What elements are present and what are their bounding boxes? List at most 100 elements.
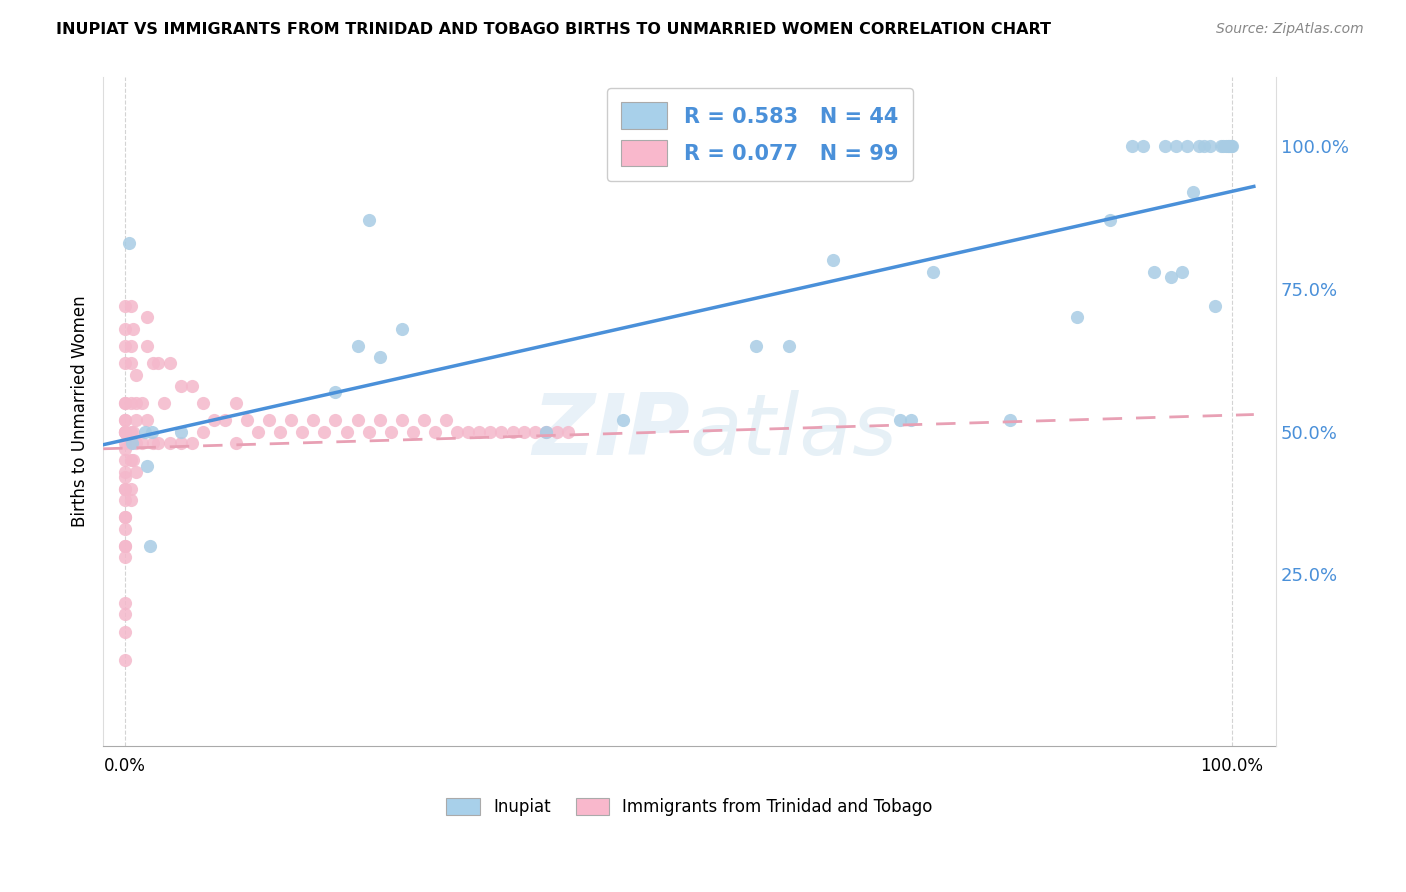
Point <box>534 425 557 439</box>
Point <box>114 453 136 467</box>
Text: Source: ZipAtlas.com: Source: ZipAtlas.com <box>1216 22 1364 37</box>
Point <box>142 356 165 370</box>
Point <box>191 396 214 410</box>
Point <box>823 253 845 268</box>
Point <box>202 413 225 427</box>
Point <box>1166 139 1188 153</box>
Point <box>1181 185 1204 199</box>
Point <box>1171 265 1194 279</box>
Point <box>1132 139 1154 153</box>
Point <box>114 510 136 524</box>
Point <box>114 550 136 565</box>
Point <box>117 236 139 251</box>
Legend: Inupiat, Immigrants from Trinidad and Tobago: Inupiat, Immigrants from Trinidad and To… <box>440 791 939 822</box>
Point <box>225 436 247 450</box>
Point <box>380 425 402 439</box>
Point <box>120 436 142 450</box>
Point <box>141 425 163 439</box>
Point <box>131 436 153 450</box>
Point <box>368 413 391 427</box>
Point <box>922 265 945 279</box>
Point <box>114 396 136 410</box>
Point <box>159 436 181 450</box>
Point <box>1098 213 1121 227</box>
Point <box>302 413 325 427</box>
Point <box>257 413 280 427</box>
Point <box>121 436 143 450</box>
Point <box>169 436 191 450</box>
Point <box>114 539 136 553</box>
Point <box>125 413 148 427</box>
Point <box>1187 139 1209 153</box>
Point <box>114 356 136 370</box>
Point <box>136 310 159 325</box>
Point <box>1218 139 1240 153</box>
Point <box>114 413 136 427</box>
Point <box>114 653 136 667</box>
Point <box>125 368 148 382</box>
Point <box>1198 139 1220 153</box>
Point <box>1177 139 1199 153</box>
Point <box>136 458 159 473</box>
Point <box>120 396 142 410</box>
Y-axis label: Births to Unmarried Women: Births to Unmarried Women <box>72 296 89 527</box>
Point <box>180 379 202 393</box>
Point <box>534 425 557 439</box>
Point <box>1000 413 1022 427</box>
Point <box>1218 139 1240 153</box>
Point <box>512 425 534 439</box>
Point <box>225 396 247 410</box>
Point <box>114 510 136 524</box>
Point <box>1209 139 1232 153</box>
Point <box>357 213 380 227</box>
Point <box>122 425 145 439</box>
Point <box>546 425 568 439</box>
Point <box>191 425 214 439</box>
Point <box>169 379 191 393</box>
Point <box>122 322 145 336</box>
Point <box>153 396 176 410</box>
Point <box>114 339 136 353</box>
Point <box>745 339 768 353</box>
Point <box>159 356 181 370</box>
Point <box>325 384 347 399</box>
Point <box>122 453 145 467</box>
Point <box>114 425 136 439</box>
Point <box>214 413 236 427</box>
Point <box>335 425 357 439</box>
Point <box>114 425 136 439</box>
Point <box>1154 139 1177 153</box>
Point <box>136 413 159 427</box>
Point <box>114 539 136 553</box>
Point <box>114 425 136 439</box>
Point <box>236 413 259 427</box>
Point <box>1219 139 1241 153</box>
Point <box>468 425 491 439</box>
Point <box>125 396 148 410</box>
Point <box>1220 139 1243 153</box>
Point <box>114 596 136 610</box>
Point <box>136 339 159 353</box>
Point <box>479 425 502 439</box>
Point <box>1220 139 1243 153</box>
Point <box>120 425 142 439</box>
Point <box>1212 139 1234 153</box>
Text: atlas: atlas <box>689 390 897 474</box>
Point <box>612 413 634 427</box>
Point <box>114 436 136 450</box>
Point <box>291 425 314 439</box>
Point <box>114 493 136 508</box>
Point <box>114 442 136 456</box>
Point <box>1160 270 1182 285</box>
Point <box>120 482 142 496</box>
Point <box>125 436 148 450</box>
Point <box>114 470 136 484</box>
Point <box>120 299 142 313</box>
Point <box>114 624 136 639</box>
Text: INUPIAT VS IMMIGRANTS FROM TRINIDAD AND TOBAGO BIRTHS TO UNMARRIED WOMEN CORRELA: INUPIAT VS IMMIGRANTS FROM TRINIDAD AND … <box>56 22 1052 37</box>
Point <box>368 351 391 365</box>
Point <box>180 436 202 450</box>
Point <box>120 493 142 508</box>
Point <box>557 425 579 439</box>
Point <box>169 425 191 439</box>
